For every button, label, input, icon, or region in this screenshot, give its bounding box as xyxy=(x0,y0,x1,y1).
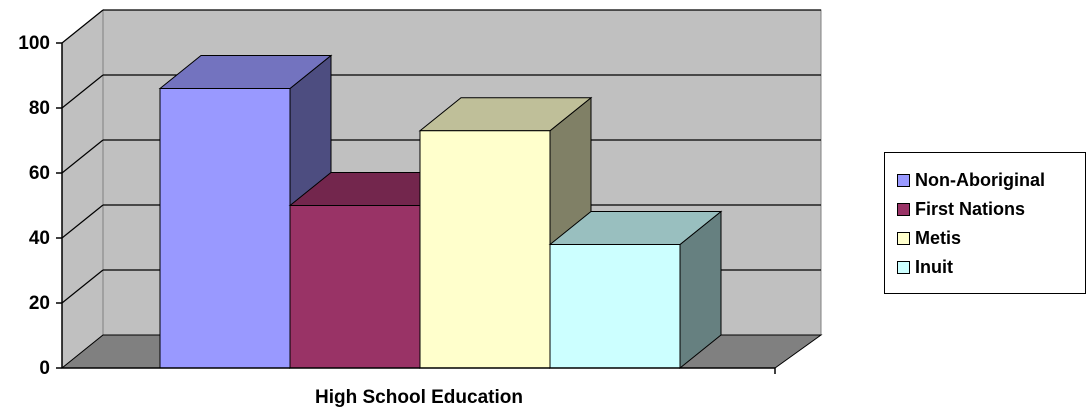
y-tick-label: 40 xyxy=(29,228,50,249)
legend-item-inuit: Inuit xyxy=(897,256,953,278)
y-tick-label: 60 xyxy=(29,163,50,184)
legend-item-first-nations: First Nations xyxy=(897,198,1025,220)
legend-swatch-first-nations xyxy=(897,202,910,216)
legend-swatch-non-aboriginal xyxy=(897,173,910,187)
y-axis-ticks: 0 20 40 60 80 100 xyxy=(18,33,62,379)
gridline-side xyxy=(61,9,104,44)
legend-label-inuit: Inuit xyxy=(915,256,953,277)
legend-swatch-inuit xyxy=(897,260,910,274)
legend-label-metis: Metis xyxy=(915,227,962,248)
legend-swatch-metis xyxy=(897,231,910,245)
legend-item-metis: Metis xyxy=(897,227,961,249)
y-tick-label: 100 xyxy=(18,33,50,54)
axes xyxy=(61,43,776,374)
gridline-side xyxy=(61,269,104,304)
side-wall xyxy=(61,8,104,370)
gridline-side xyxy=(61,139,104,174)
y-tick-label: 80 xyxy=(29,98,50,119)
bar-non-aboriginal xyxy=(159,88,291,369)
gridline-side xyxy=(61,74,104,109)
legend: Non-Aboriginal First Nations Metis Inuit xyxy=(884,152,1086,294)
gridline-side xyxy=(61,204,104,239)
bar-metis xyxy=(419,130,551,369)
y-tick-label: 20 xyxy=(29,293,50,314)
x-category-label: High School Education xyxy=(315,387,523,408)
bars xyxy=(158,54,723,370)
y-tick-label: 0 xyxy=(39,358,50,379)
legend-label-first-nations: First Nations xyxy=(915,198,1026,219)
legend-item-non-aboriginal: Non-Aboriginal xyxy=(897,169,1045,191)
bar-inuit xyxy=(549,244,681,369)
legend-label-non-aboriginal: Non-Aboriginal xyxy=(915,169,1045,190)
bar-first-nations xyxy=(289,205,421,369)
